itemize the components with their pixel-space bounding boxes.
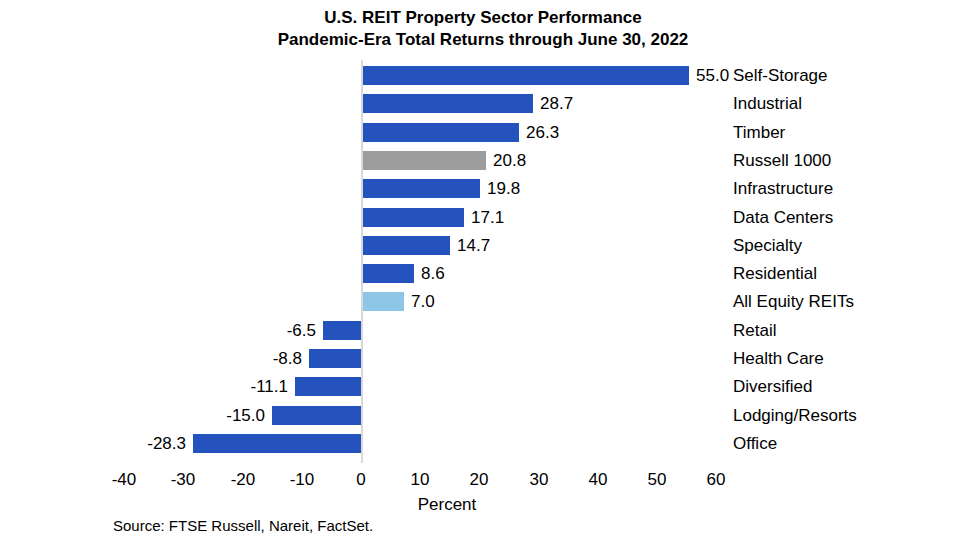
value-label: -15.0 xyxy=(226,406,265,425)
value-label: 14.7 xyxy=(457,236,490,255)
category-label: Diversified xyxy=(733,377,812,396)
source-note: Source: FTSE Russell, Nareit, FactSet. xyxy=(113,517,373,534)
bar-office xyxy=(193,434,361,453)
category-label: Industrial xyxy=(733,94,802,113)
value-label: -8.8 xyxy=(273,349,302,368)
x-axis-title: Percent xyxy=(347,495,547,515)
bar-specialty xyxy=(363,236,450,255)
value-label: -6.5 xyxy=(287,321,316,340)
bar-russell-1000 xyxy=(363,151,486,170)
bar-self-storage xyxy=(363,66,689,85)
x-tick-label: -40 xyxy=(94,470,154,490)
plot-area: 55.0Self-Storage 28.7 Industrial 26.3 Timber… xyxy=(0,0,980,551)
x-tick-label: -10 xyxy=(272,470,332,490)
value-label: 8.6 xyxy=(421,264,445,283)
x-tick-label: 30 xyxy=(509,470,569,490)
x-tick-label: -30 xyxy=(153,470,213,490)
category-label: Russell 1000 xyxy=(733,151,831,170)
value-label: -28.3 xyxy=(147,434,186,453)
category-label: Infrastructure xyxy=(733,179,833,198)
category-label: Data Centers xyxy=(733,208,833,227)
category-label: Retail xyxy=(733,321,776,340)
category-label: Timber xyxy=(733,123,785,142)
x-tick-label: -20 xyxy=(213,470,273,490)
bar-infrastructure xyxy=(363,179,480,198)
value-label: -11.1 xyxy=(251,377,289,396)
category-label: Residential xyxy=(733,264,817,283)
bar-all-equity-reits xyxy=(363,292,404,311)
value-label: 17.1 xyxy=(471,208,504,227)
x-tick-label: 50 xyxy=(627,470,687,490)
x-tick-label: 60 xyxy=(686,470,746,490)
category-label: Lodging/Resorts xyxy=(733,406,857,425)
x-tick-label: 20 xyxy=(449,470,509,490)
zero-axis-line xyxy=(361,60,363,463)
bar-retail xyxy=(323,321,361,340)
category-label: Specialty xyxy=(733,236,802,255)
value-label: 19.8 xyxy=(487,179,520,198)
category-label: Health Care xyxy=(733,349,824,368)
bar-industrial xyxy=(363,94,533,113)
category-label: Office xyxy=(733,434,777,453)
category-label: All Equity REITs xyxy=(733,292,854,311)
bar-health-care xyxy=(309,349,361,368)
x-tick-label: 0 xyxy=(331,470,391,490)
bar-diversified xyxy=(295,377,361,396)
value-label: 26.3 xyxy=(526,123,559,142)
chart-canvas: U.S. REIT Property Sector Performance Pa… xyxy=(0,0,980,551)
value-label: 28.7 xyxy=(540,94,573,113)
value-label: 20.8 xyxy=(493,151,526,170)
bar-residential xyxy=(363,264,414,283)
x-tick-label: 40 xyxy=(568,470,628,490)
value-label: 7.0 xyxy=(411,292,435,311)
value-label: 55.0 xyxy=(696,66,729,85)
category-label: Self-Storage xyxy=(733,66,828,85)
bar-data-centers xyxy=(363,208,464,227)
x-tick-label: 10 xyxy=(390,470,450,490)
bar-lodging-resorts xyxy=(272,406,361,425)
bar-timber xyxy=(363,123,519,142)
